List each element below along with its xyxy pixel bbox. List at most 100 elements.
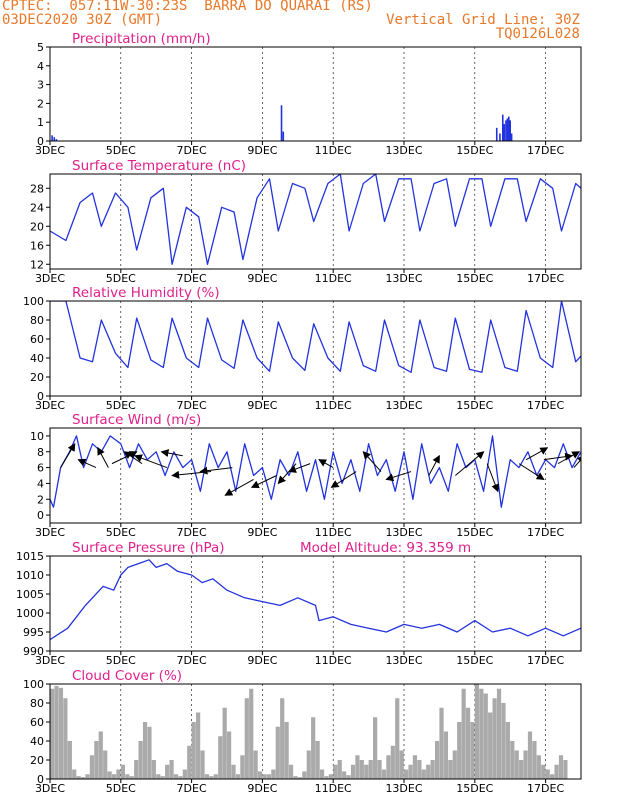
precip-bar xyxy=(510,133,513,141)
cloud-bar xyxy=(165,764,170,779)
pres-xtick-label: 9DEC xyxy=(247,654,277,667)
cloud-bar xyxy=(328,774,333,779)
cloud-bar xyxy=(377,760,382,779)
cloud-bar xyxy=(399,750,404,779)
cloud-bar xyxy=(227,731,232,779)
cloud-bar xyxy=(426,764,431,779)
cloud-ytick-label: 100 xyxy=(23,678,44,691)
precip-bar xyxy=(495,127,498,141)
cloud-bar xyxy=(452,750,457,779)
run-datetime: 03DEC2020 30Z (GMT) xyxy=(2,12,163,28)
precip-frame xyxy=(49,46,582,142)
cloud-bar xyxy=(103,750,108,779)
cloud-bar xyxy=(76,776,81,779)
wind-arrow xyxy=(525,447,549,461)
cloud-bar xyxy=(169,760,174,779)
wind-arrow xyxy=(160,449,183,457)
pres-xtick-label: 11DEC xyxy=(315,654,352,667)
precip-xtick-label: 11DEC xyxy=(315,144,352,157)
cloud-bar xyxy=(386,755,391,779)
cloud-bar xyxy=(457,722,462,779)
cloud-bar xyxy=(483,693,488,779)
wind-arrow xyxy=(455,451,485,476)
cloud-bar xyxy=(244,698,249,779)
cloud-bar xyxy=(302,771,307,779)
cloud-xtick-label: 7DEC xyxy=(177,782,207,795)
rh-ytick-label: 60 xyxy=(30,333,44,346)
cloud-bar xyxy=(554,764,559,779)
cloud-bar xyxy=(200,750,205,779)
cloud-bar xyxy=(333,764,338,779)
cloud-bar xyxy=(213,774,218,779)
temp-ytick-label: 28 xyxy=(30,182,44,195)
temp-ytick-label: 24 xyxy=(30,201,44,214)
cloud-bar xyxy=(138,741,143,779)
cloud-bar xyxy=(421,769,426,779)
cloud-bar xyxy=(488,712,493,779)
wind-xtick-label: 17DEC xyxy=(527,526,564,539)
cloud-bar xyxy=(395,698,400,779)
cloud-bar xyxy=(448,760,453,779)
pres-title: Surface Pressure (hPa) xyxy=(72,540,225,556)
wind-arrow xyxy=(518,463,545,480)
precip-ytick-label: 3 xyxy=(37,79,44,92)
wind-arrow xyxy=(134,454,167,469)
cloud-bar xyxy=(443,731,449,779)
temp-xtick-label: 13DEC xyxy=(385,272,422,285)
cloud-bar xyxy=(231,764,236,779)
cloud-xtick-label: 13DEC xyxy=(385,782,422,795)
rh-frame xyxy=(49,300,582,397)
cloud-bar xyxy=(470,722,475,779)
wind-arrow xyxy=(428,454,440,476)
wind-arrow xyxy=(250,475,277,488)
rh-series xyxy=(50,301,581,373)
cloud-bar xyxy=(196,712,201,779)
wind-arrow xyxy=(573,454,581,468)
cloud-bar xyxy=(430,760,435,779)
station-info: CPTEC: 057:11W-30:23S BARRA DO QUARAI (R… xyxy=(2,0,373,14)
cloud-bar xyxy=(558,755,564,779)
grid-line-note: Vertical Grid Line: 30Z xyxy=(386,12,580,28)
temp-xtick-label: 11DEC xyxy=(315,272,352,285)
rh-xtick-label: 9DEC xyxy=(247,399,277,412)
temp-xtick-label: 5DEC xyxy=(106,272,136,285)
cloud-bar xyxy=(67,741,72,779)
cloud-bar xyxy=(262,774,267,779)
cloud-bar xyxy=(222,707,227,779)
cloud-bar xyxy=(173,774,179,779)
wind-arrow xyxy=(97,446,109,468)
cloud-ytick-label: 40 xyxy=(30,735,44,748)
wind-arrow xyxy=(362,451,382,472)
cloud-bar xyxy=(373,717,378,779)
precip-series xyxy=(51,105,513,141)
wind-ytick-label: 10 xyxy=(30,430,44,443)
cloud-bar xyxy=(541,764,546,779)
cloud-bar xyxy=(107,771,112,779)
precip-xtick-label: 9DEC xyxy=(247,144,277,157)
cloud-bar xyxy=(235,774,241,779)
precip-bar xyxy=(507,116,510,141)
cloud-bar xyxy=(58,687,64,779)
temp-xtick-label: 7DEC xyxy=(177,272,207,285)
temp-xtick-label: 3DEC xyxy=(35,272,65,285)
wind-series xyxy=(50,435,581,508)
cloud-bar xyxy=(355,755,360,779)
cloud-xtick-label: 17DEC xyxy=(527,782,564,795)
precip-xtick-label: 17DEC xyxy=(527,144,564,157)
temp-ytick-label: 12 xyxy=(30,258,44,271)
precip-xtick-label: 15DEC xyxy=(456,144,493,157)
wind-xtick-label: 3DEC xyxy=(35,526,65,539)
cloud-bar xyxy=(297,777,303,779)
precip-title: Precipitation (mm/h) xyxy=(72,31,211,47)
cloud-bar xyxy=(142,722,148,779)
cloud-bar xyxy=(63,698,68,779)
cloud-bar xyxy=(319,769,325,779)
rh-ytick-label: 0 xyxy=(37,390,44,403)
precip-xtick-label: 13DEC xyxy=(385,144,422,157)
cloud-bar xyxy=(434,741,440,779)
wind-arrow xyxy=(318,459,334,469)
cloud-bar xyxy=(474,684,480,779)
cloud-bar xyxy=(492,698,497,779)
wind-arrow xyxy=(60,442,76,468)
precip-bar xyxy=(282,131,285,141)
